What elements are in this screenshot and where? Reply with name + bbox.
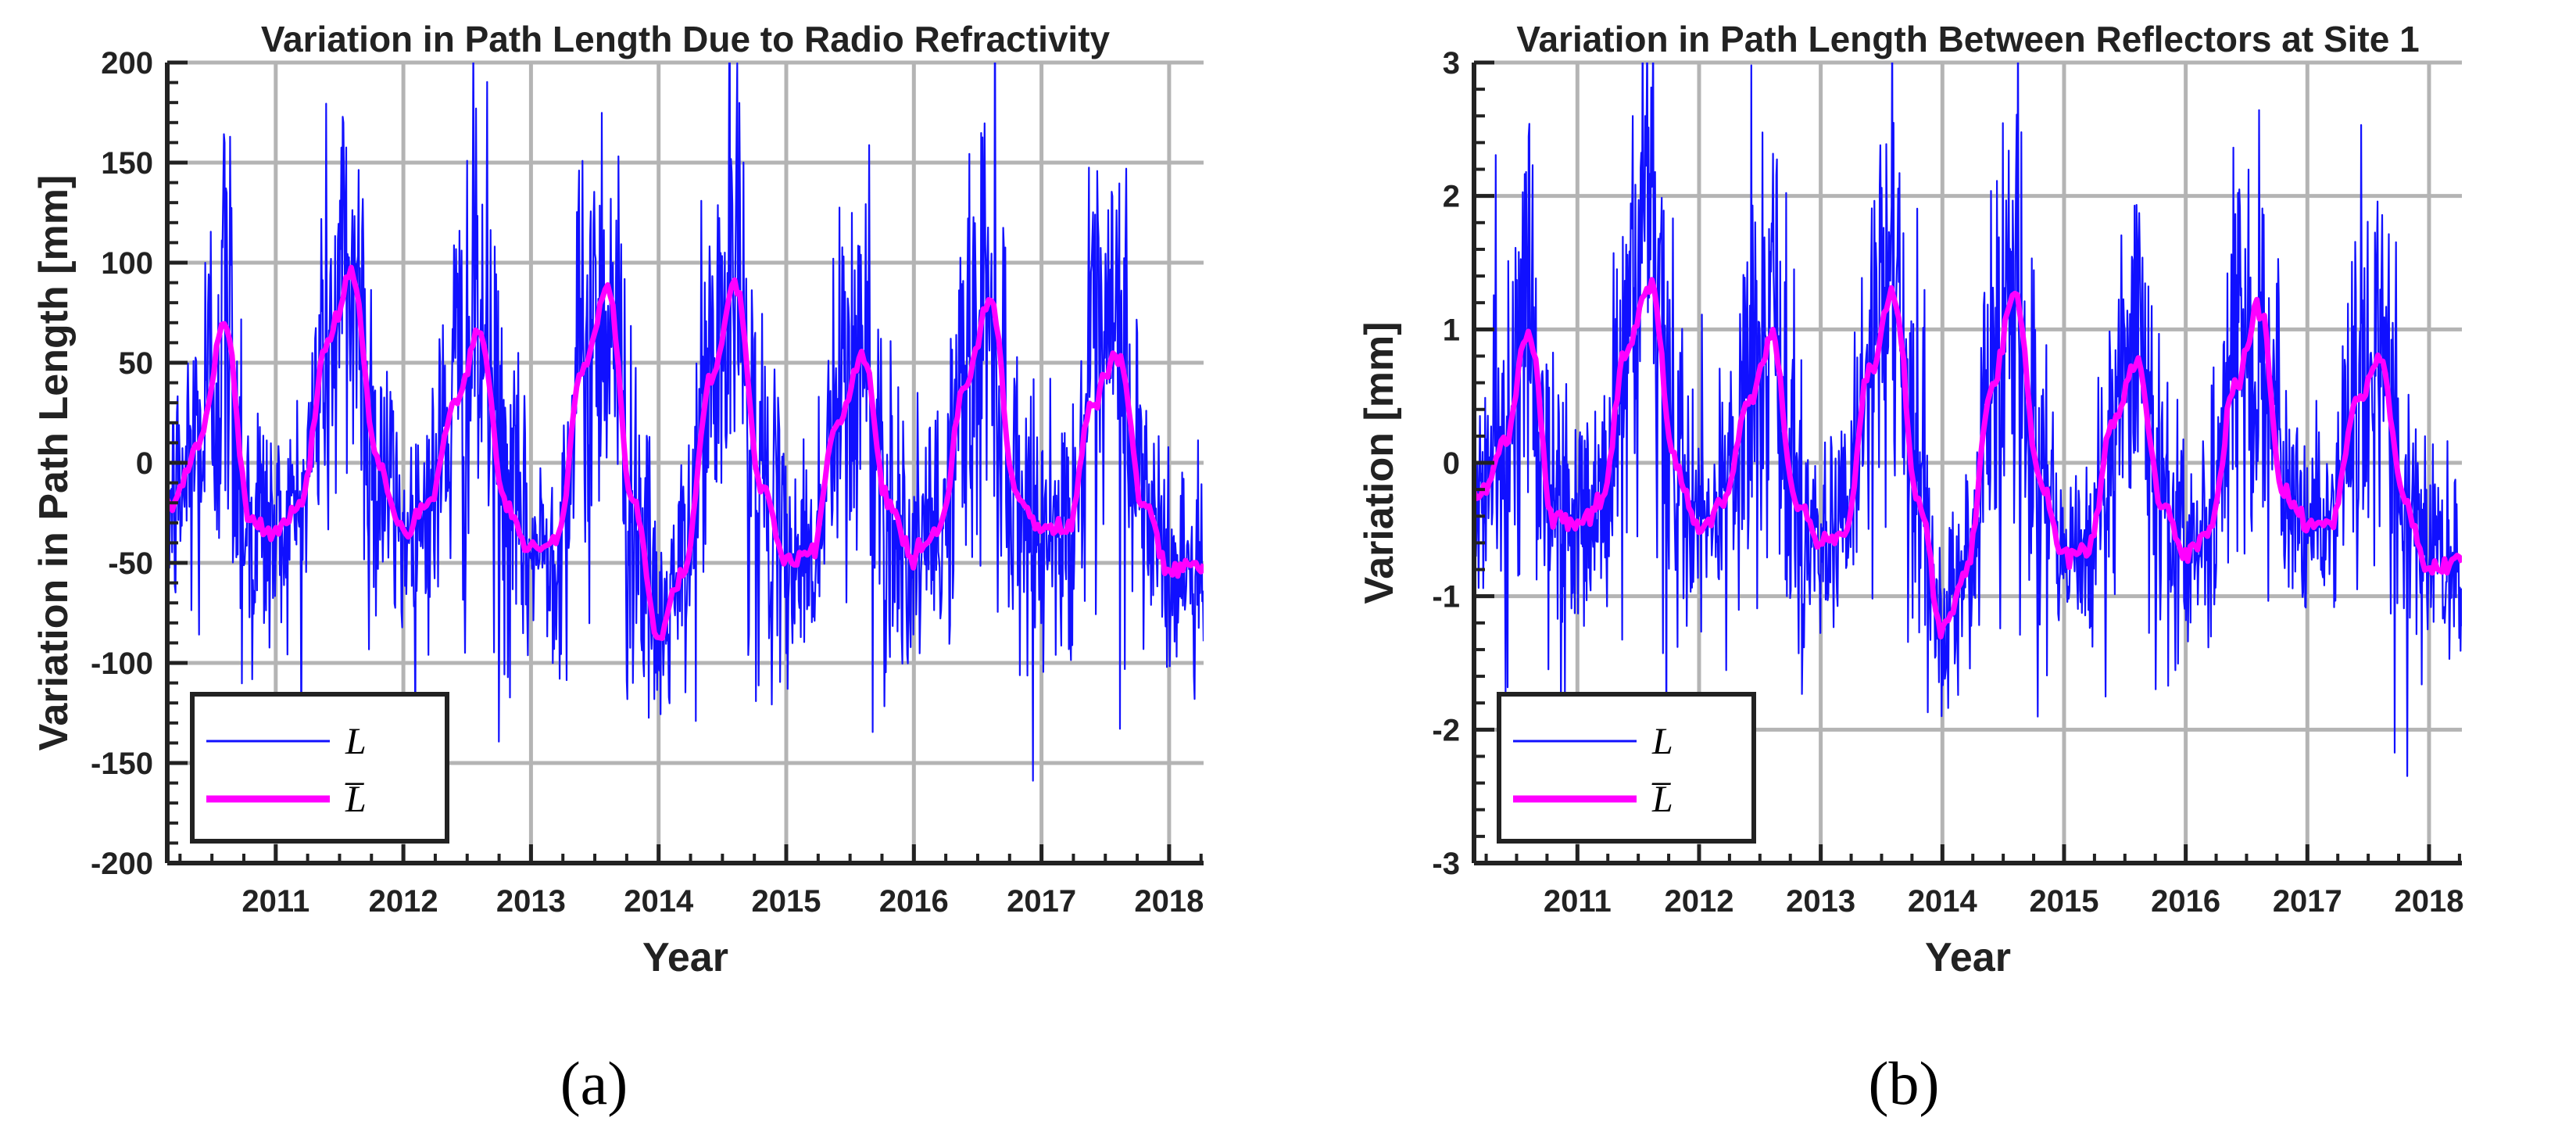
x-axis-label: Year xyxy=(642,935,728,980)
x-tick-label: 2014 xyxy=(624,884,694,919)
x-tick-label: 2013 xyxy=(1786,884,1855,919)
y-tick-label: 1 xyxy=(1443,313,1460,347)
legend-label-L: L xyxy=(345,721,367,762)
y-tick-label: 150 xyxy=(101,146,153,181)
legend-label-Lbar: L̅ xyxy=(345,779,367,820)
x-tick-label: 2012 xyxy=(1664,884,1733,919)
x-tick-label: 2018 xyxy=(1134,884,1204,919)
legend-label-L: L xyxy=(1651,721,1673,762)
y-tick-label: -200 xyxy=(91,847,153,881)
y-axis-label: Variation in Path Length [mm] xyxy=(31,175,77,751)
panel-caption: (a) xyxy=(560,1049,628,1117)
x-tick-label: 2011 xyxy=(242,884,309,919)
x-tick-label: 2018 xyxy=(2394,884,2463,919)
y-tick-label: 50 xyxy=(119,346,154,381)
y-tick-label: -100 xyxy=(91,647,153,681)
y-tick-label: 0 xyxy=(1443,446,1460,481)
x-tick-label: 2016 xyxy=(879,884,949,919)
x-tick-label: 2015 xyxy=(752,884,821,919)
series-L-line xyxy=(167,63,1204,782)
series-L-line xyxy=(1474,63,2462,777)
x-tick-label: 2017 xyxy=(2273,884,2342,919)
chart-panel-b: -3 -2 -1 0 1 2 3 2011 2012 2013 2014 2015 2016 2017 20… xyxy=(1357,19,2463,1117)
legend-label-Lbar: L̅ xyxy=(1651,779,1673,820)
y-tick-label: 3 xyxy=(1443,46,1460,81)
chart-title: Variation in Path Length Between Reflect… xyxy=(1516,19,2419,59)
y-tick-label: -1 xyxy=(1432,580,1460,614)
y-tick-label: 2 xyxy=(1443,180,1460,214)
y-tick-label: 0 xyxy=(136,446,153,481)
chart-title: Variation in Path Length Due to Radio Re… xyxy=(261,19,1111,59)
y-tick-label: 200 xyxy=(101,46,153,81)
y-tick-label: -2 xyxy=(1432,713,1460,747)
x-tick-label: 2017 xyxy=(1007,884,1076,919)
legend-box xyxy=(1497,692,1756,844)
y-tick-label: 100 xyxy=(101,246,153,281)
x-tick-label: 2016 xyxy=(2151,884,2220,919)
series-Lbar-line xyxy=(1474,277,2462,639)
y-axis-label: Variation [mm] xyxy=(1357,321,1402,604)
y-tick-label: -50 xyxy=(108,546,153,581)
y-tick-label: -150 xyxy=(91,747,153,781)
x-tick-label: 2015 xyxy=(2029,884,2098,919)
x-tick-label: 2014 xyxy=(1908,884,1978,919)
legend-box xyxy=(190,692,449,844)
x-tick-label: 2011 xyxy=(1544,884,1612,919)
x-tick-label: 2013 xyxy=(496,884,566,919)
x-tick-label: 2012 xyxy=(369,884,438,919)
x-axis-label: Year xyxy=(1925,935,2011,980)
y-tick-label: -3 xyxy=(1432,847,1460,881)
chart-panel-a: -200 -150 -100 -50 0 50 100 150 200 2011 2012 2013 2… xyxy=(31,19,1204,1117)
series-Lbar-line xyxy=(167,264,1204,641)
panel-caption: (b) xyxy=(1869,1049,1940,1117)
